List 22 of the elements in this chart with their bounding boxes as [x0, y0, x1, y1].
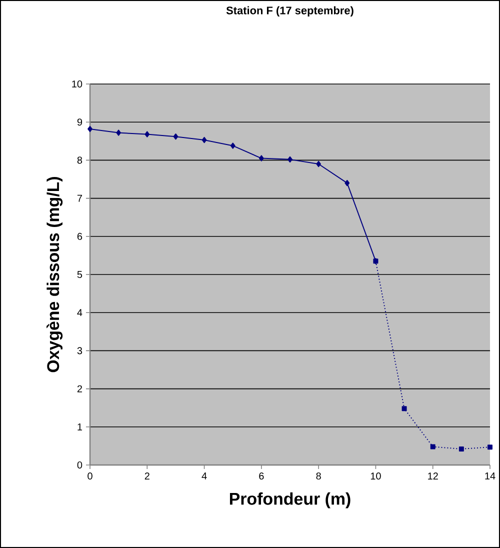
x-tick-label: 2 [144, 472, 150, 480]
x-tick-label: 12 [428, 472, 438, 480]
y-tick-label: 9 [77, 118, 82, 126]
y-tick-label: 7 [77, 194, 82, 202]
x-tick-label: 10 [370, 472, 381, 480]
y-tick-label: 5 [77, 271, 82, 278]
y-tick-label: 3 [77, 347, 82, 354]
y-tick-label: 4 [77, 309, 82, 316]
x-axis-title: Profondeur (m) [230, 492, 350, 508]
y-tick-label: 0 [77, 461, 82, 469]
y-tick-label: 2 [77, 385, 82, 392]
x-tick-label: 8 [316, 472, 321, 480]
y-tick-label: 10 [72, 80, 82, 88]
x-tick-label: 6 [259, 472, 264, 480]
chart-title: Station F (17 septembre) [226, 6, 354, 16]
x-tick-label: 14 [485, 472, 496, 480]
x-tick-label: 0 [88, 472, 92, 480]
y-tick-label: 6 [77, 232, 82, 240]
y-tick-label: 8 [77, 156, 82, 164]
x-tick-label: 4 [202, 472, 207, 480]
y-tick-label: 1 [78, 423, 82, 430]
y-axis-title: Oxygène dissous (mg/L) [46, 177, 63, 372]
